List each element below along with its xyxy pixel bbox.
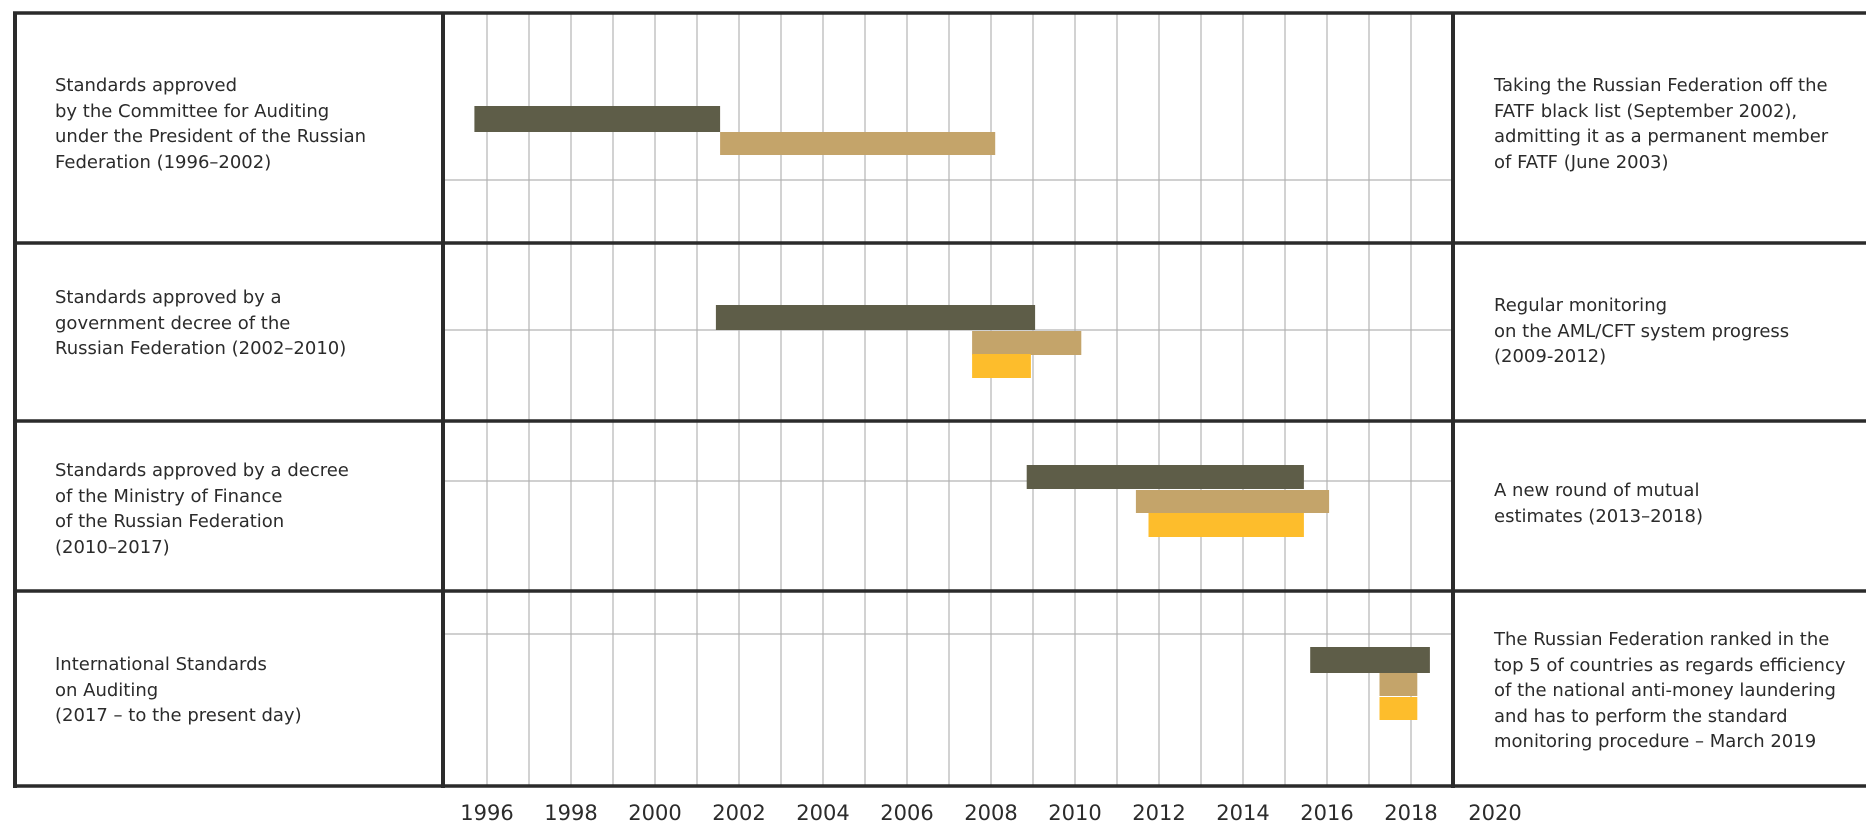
- bar-row3-tan: [1135, 490, 1330, 513]
- x-tick-label: 2006: [880, 801, 933, 822]
- bar-row1-tan: [720, 132, 996, 155]
- row-note-2: Regular monitoring on the AML/CFT system…: [1494, 295, 1790, 367]
- x-tick-label: 1996: [460, 801, 513, 822]
- x-tick-label: 2000: [628, 801, 681, 822]
- row-label-1: Standards approved by the Committee for …: [55, 75, 367, 173]
- row-note-4: The Russian Federation ranked in the top…: [1494, 629, 1846, 752]
- x-tick-label: 2010: [1048, 801, 1101, 822]
- bar-row2-yellow: [972, 354, 1031, 378]
- x-tick-label: 1998: [544, 801, 597, 822]
- row-note-3: A new round of mutual estimates (2013–20…: [1494, 480, 1703, 527]
- bar-row4-tan: [1379, 673, 1418, 696]
- x-tick-label: 2014: [1216, 801, 1269, 822]
- row-label-2: Standards approved by a government decre…: [55, 287, 347, 359]
- bar-layer: [474, 106, 1430, 720]
- x-tick-label: 2018: [1384, 801, 1437, 822]
- bar-row2-dark: [715, 305, 1036, 330]
- bar-row1-dark: [474, 106, 721, 132]
- row-label-4: International Standards on Auditing (201…: [55, 654, 302, 726]
- bar-row4-yellow: [1379, 697, 1418, 720]
- x-tick-label: 2016: [1300, 801, 1353, 822]
- x-tick-label: 2020: [1468, 801, 1521, 822]
- bar-row3-dark: [1026, 465, 1304, 489]
- x-tick-label: 2008: [964, 801, 1017, 822]
- x-tick-label: 2012: [1132, 801, 1185, 822]
- frame-layer: [13, 11, 1866, 788]
- x-tick-label: 2004: [796, 801, 849, 822]
- bar-row4-dark: [1310, 647, 1430, 673]
- row-note-1: Taking the Russian Federation off the FA…: [1494, 75, 1829, 173]
- row-label-3: Standards approved by a decree of the Mi…: [55, 460, 349, 558]
- tick-labels: 1996 1998 2000 2002 2004 2006 2008 2010 2012 2014…: [460, 801, 1521, 822]
- x-tick-label: 2002: [712, 801, 765, 822]
- bar-row2-tan: [972, 331, 1082, 355]
- bar-row3-yellow: [1148, 513, 1304, 537]
